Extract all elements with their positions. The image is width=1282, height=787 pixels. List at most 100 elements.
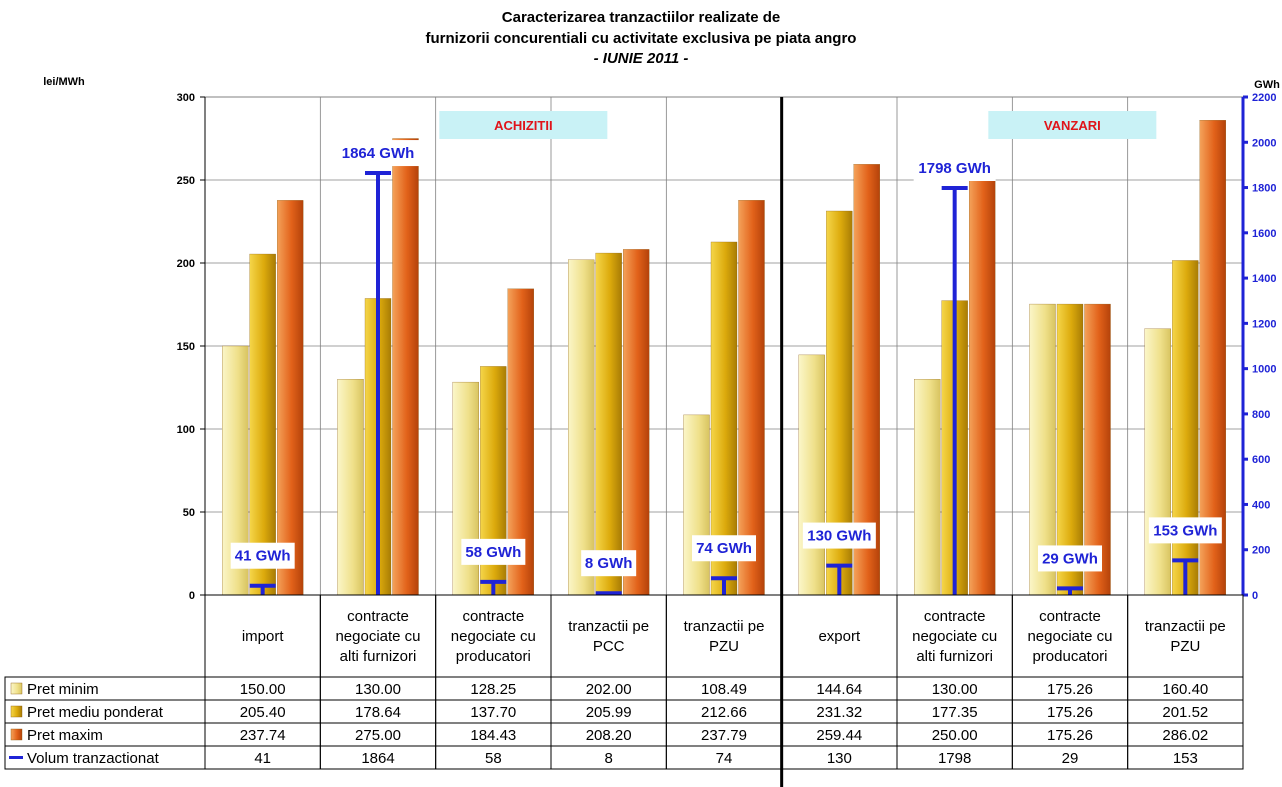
category-label: producatori	[456, 648, 531, 665]
bar	[969, 179, 996, 596]
table-value: 259.44	[816, 727, 862, 744]
table-value: 74	[716, 750, 733, 767]
chart-subtitle: - IUNIE 2011 -	[594, 50, 689, 67]
table-value: 286.02	[1162, 727, 1208, 744]
table-value: 177.35	[932, 704, 978, 721]
volume-label: 1798 GWh	[918, 160, 991, 177]
chart-title-line2: furnizorii concurentiali cu activitate e…	[426, 30, 857, 47]
bar	[623, 249, 650, 596]
volume-label-box	[692, 535, 756, 562]
bar	[568, 259, 595, 596]
table-value: 160.40	[1162, 681, 1208, 698]
volume-label-box	[1038, 545, 1102, 572]
category-label: negociate cu	[912, 628, 997, 645]
category-cell	[665, 594, 783, 678]
legend-label: Pret minim	[27, 681, 99, 698]
y-tick-label: 0	[189, 590, 195, 602]
table-value: 29	[1062, 750, 1079, 767]
table-value: 202.00	[586, 681, 632, 698]
bar	[1172, 260, 1199, 596]
y2-tick-label: 400	[1252, 499, 1270, 511]
volume-label: 29 GWh	[1042, 550, 1098, 567]
bar	[337, 379, 364, 596]
category-label: PZU	[709, 638, 739, 655]
category-label: PCC	[593, 638, 625, 655]
data-table: import contracte negociate cu alti furnizor…	[4, 594, 1244, 770]
volume-label-box	[230, 542, 295, 569]
legend-swatch	[10, 728, 23, 741]
category-label: negociate cu	[1027, 628, 1112, 645]
bar	[738, 200, 765, 596]
table-value: 275.00	[355, 727, 401, 744]
group-label-box	[988, 111, 1157, 139]
bar	[595, 252, 622, 596]
y2-axis-label: GWh	[1254, 79, 1280, 91]
bar	[914, 379, 941, 596]
y2-tick-label: 800	[1252, 409, 1270, 421]
group-label: VANZARI	[1044, 118, 1101, 133]
table-value: 175.26	[1047, 681, 1093, 698]
volume-label-box	[461, 538, 526, 565]
table-value: 231.32	[816, 704, 862, 721]
category-label: PZU	[1170, 638, 1200, 655]
table-value: 144.64	[816, 681, 862, 698]
table-value: 1798	[938, 750, 971, 767]
bar	[683, 414, 710, 596]
y-axis-label: lei/MWh	[43, 76, 85, 88]
table-value: 178.64	[355, 704, 401, 721]
table-value: 205.40	[240, 704, 286, 721]
y2-tick-label: 1800	[1252, 183, 1276, 195]
plot-area: 0 50 100 150 200 250 300 0 200 400 600 800 1000 1200 1…	[177, 92, 1276, 787]
table-value: 1864	[361, 750, 394, 767]
table-value: 237.74	[240, 727, 286, 744]
y2-tick-label: 600	[1252, 454, 1270, 466]
bar	[277, 200, 304, 596]
bar	[1199, 120, 1226, 596]
volume-label-box	[337, 140, 419, 167]
table-value: 41	[254, 750, 271, 767]
volume-label: 1864 GWh	[342, 145, 415, 162]
table-value: 212.66	[701, 704, 747, 721]
category-cell	[1127, 594, 1244, 678]
bar	[1144, 328, 1171, 596]
y-tick-label: 100	[177, 424, 195, 436]
y2-tick-label: 0	[1252, 590, 1258, 602]
volume-label: 74 GWh	[696, 540, 752, 557]
group-label: ACHIZITII	[494, 118, 553, 133]
legend-label: Pret maxim	[27, 727, 103, 744]
volume-label: 130 GWh	[807, 528, 871, 545]
category-label: tranzactii pe	[684, 618, 765, 635]
bar	[798, 354, 825, 596]
category-label: contracte	[347, 608, 409, 625]
legend-swatch	[10, 705, 23, 718]
table-value: 237.79	[701, 727, 747, 744]
y-tick-label: 300	[177, 92, 195, 104]
table-value: 208.20	[586, 727, 632, 744]
volume-label-box	[802, 522, 876, 549]
table-value: 150.00	[240, 681, 286, 698]
y-tick-label: 50	[183, 507, 195, 519]
table-value: 175.26	[1047, 727, 1093, 744]
table-value: 153	[1173, 750, 1198, 767]
table-value: 130.00	[932, 681, 978, 698]
legend-label: Volum tranzactionat	[27, 750, 160, 767]
legend-swatch	[10, 682, 23, 695]
y2-tick-label: 1600	[1252, 228, 1276, 240]
table-value: 175.26	[1047, 704, 1093, 721]
table-value: 184.43	[470, 727, 516, 744]
category-label: alti furnizori	[340, 648, 417, 665]
y2-tick-label: 200	[1252, 545, 1270, 557]
group-label-box	[439, 111, 608, 139]
table-value: 130	[827, 750, 852, 767]
volume-label: 153 GWh	[1153, 522, 1217, 539]
volume-label-box	[1148, 517, 1222, 544]
table-value: 137.70	[470, 704, 516, 721]
category-cell	[550, 594, 667, 678]
y-tick-label: 150	[177, 341, 195, 353]
table-value: 108.49	[701, 681, 747, 698]
table-value: 205.99	[586, 704, 632, 721]
chart-title: Caracterizarea tranzactiilor realizate d…	[502, 9, 780, 26]
category-label: tranzactii pe	[1145, 618, 1226, 635]
volume-label-box	[581, 550, 637, 577]
